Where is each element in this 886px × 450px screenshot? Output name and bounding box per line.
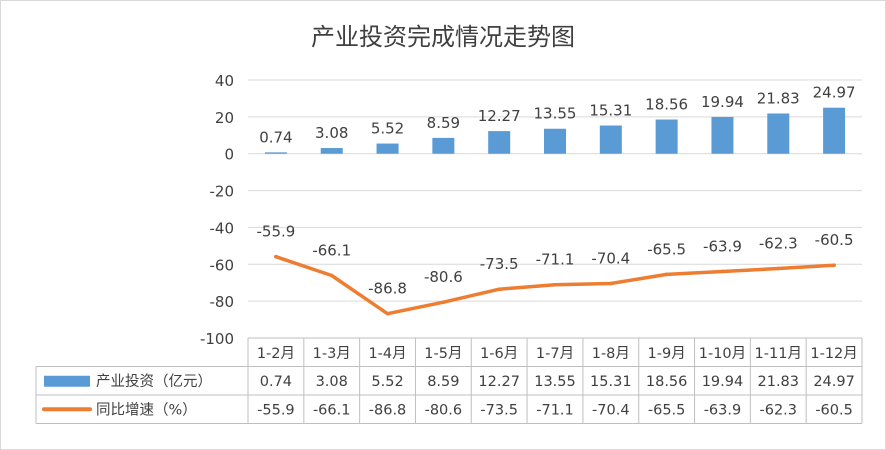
y-tick-label: -60 (210, 256, 235, 274)
line-point (832, 263, 836, 268)
bar (711, 116, 734, 154)
line-point (497, 287, 501, 291)
line-point (274, 254, 278, 259)
line-point (664, 272, 669, 277)
table-cell: -86.8 (369, 402, 407, 418)
line-point (609, 281, 613, 286)
table-cell: -65.5 (648, 402, 686, 418)
y-tick-label: 0 (224, 146, 234, 164)
table-cell: -80.6 (425, 402, 463, 418)
line-data-label: -65.5 (647, 240, 686, 258)
bar-data-label: 3.08 (315, 124, 348, 142)
bar (767, 113, 790, 154)
bar-data-label: 12.27 (478, 107, 521, 125)
bar-data-label: 18.56 (645, 96, 688, 114)
bar-data-label: 15.31 (589, 102, 632, 120)
x-tick-label: 1-12月 (810, 346, 857, 362)
bar-data-label: 0.74 (259, 128, 292, 146)
line-point (329, 273, 334, 278)
line-point (776, 266, 781, 271)
y-tick-label: 20 (215, 109, 234, 127)
bar (488, 131, 511, 154)
line-data-label: -86.8 (368, 280, 407, 298)
line-data-label: -62.3 (759, 235, 798, 253)
y-tick-label: -20 (210, 183, 235, 201)
line-data-label: -70.4 (591, 249, 630, 267)
table-cell: -73.5 (480, 402, 518, 418)
table-cell: -62.3 (760, 402, 798, 418)
line-point (441, 300, 446, 305)
table-cell: 21.83 (758, 374, 800, 390)
table-cell: 12.27 (478, 374, 520, 390)
table-cell: -66.1 (313, 402, 351, 418)
x-tick-label: 1-8月 (592, 346, 630, 362)
bar (376, 143, 399, 154)
bar-data-label: 13.55 (534, 105, 577, 123)
table-cell: 8.59 (427, 374, 459, 390)
bar (599, 125, 622, 154)
line-data-label: -80.6 (424, 268, 463, 286)
bar (544, 128, 566, 154)
table-cell: 18.56 (646, 374, 688, 390)
line-point (385, 311, 390, 316)
x-tick-label: 1-10月 (699, 346, 746, 362)
table-cell: -71.1 (536, 402, 574, 418)
line-point (720, 269, 725, 274)
legend-label: 产业投资（亿元） (96, 373, 212, 390)
table-cell: 15.31 (590, 374, 632, 390)
table-cell: 0.74 (260, 374, 292, 390)
x-tick-label: 1-9月 (648, 346, 686, 362)
x-tick-label: 1-11月 (755, 346, 802, 362)
line-data-label: -71.1 (536, 251, 575, 269)
x-tick-label: 1-5月 (424, 346, 462, 362)
bar-data-label: 24.97 (813, 84, 856, 102)
line-data-label: -60.5 (815, 231, 854, 249)
x-tick-label: 1-3月 (313, 346, 351, 362)
y-tick-label: -80 (210, 293, 235, 311)
table-cell: 13.55 (534, 374, 576, 390)
bar-data-label: 8.59 (427, 114, 460, 132)
line-data-label: -73.5 (480, 255, 519, 273)
bar-data-label: 19.94 (701, 93, 744, 111)
line-data-label: -55.9 (257, 223, 296, 241)
x-tick-label: 1-7月 (536, 346, 574, 362)
x-tick-label: 1-6月 (480, 346, 518, 362)
table-cell: -55.9 (257, 402, 295, 418)
table-cell: 24.97 (813, 374, 855, 390)
legend-label: 同比增速（%） (96, 401, 197, 418)
line-point (553, 282, 557, 287)
bar (823, 107, 846, 154)
x-tick-label: 1-2月 (257, 346, 295, 362)
bar-data-label: 21.83 (757, 89, 800, 107)
bar-data-label: 5.52 (371, 120, 404, 138)
x-tick-label: 1-4月 (368, 346, 406, 362)
bar (432, 137, 455, 154)
chart-title: 产业投资完成情况走势图 (311, 23, 575, 51)
legend-key-bar (44, 375, 90, 387)
table-cell: 19.94 (702, 374, 744, 390)
y-tick-label: -40 (210, 219, 235, 237)
bar (655, 119, 678, 154)
y-tick-label: 40 (215, 72, 234, 90)
table-cell: 5.52 (371, 374, 403, 390)
table-cell: 3.08 (316, 374, 348, 390)
table-cell: -70.4 (592, 402, 630, 418)
line-data-label: -63.9 (703, 237, 742, 255)
table-cell: -63.9 (704, 402, 742, 418)
y-tick-label: -100 (200, 330, 234, 348)
line-data-label: -66.1 (312, 242, 351, 260)
bar (264, 152, 287, 154)
table-cell: -60.5 (815, 402, 853, 418)
bar (320, 148, 343, 154)
